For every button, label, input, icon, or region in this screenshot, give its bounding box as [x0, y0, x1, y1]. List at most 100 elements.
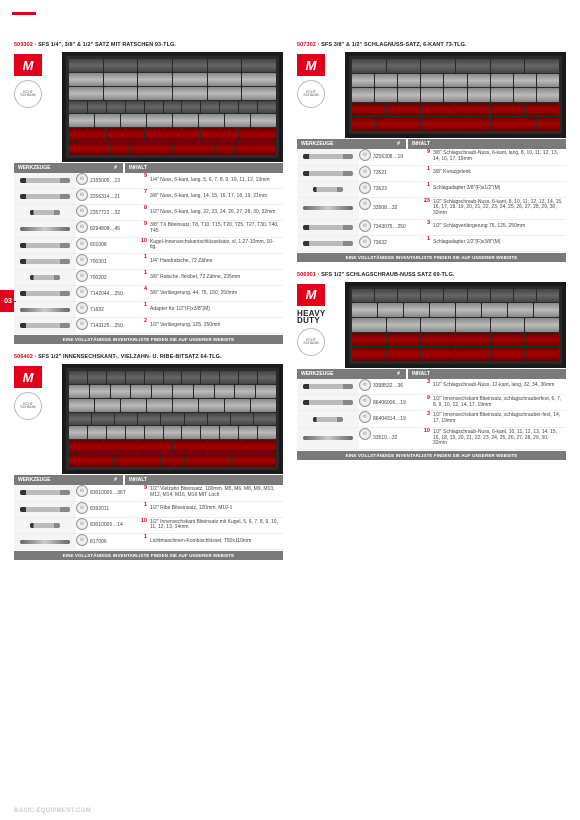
row-desc: Adapter für 1/2"(F)x3/8"(M): [147, 302, 283, 317]
info-dot-icon: ⊙: [76, 221, 88, 233]
row-tool-icon: [14, 238, 76, 254]
row-qty: 9: [135, 485, 147, 501]
row-desc: 1/2" Schlagschraub-Nuss, 12-kant, lang, …: [430, 379, 566, 394]
table-row: ⊙3256308…1993/8" Schlagschraub-Nuss, 6-k…: [297, 149, 566, 166]
row-desc: Kugel-Innensechskantschlüsselsatz, xl, 1…: [147, 238, 283, 254]
table-header: WERKZEUGE#INHALT: [297, 139, 566, 149]
table-row: ⊙33508…32 231/2" Schlagschraub-Nuss, 6-ka…: [297, 198, 566, 220]
row-qty: 1: [135, 302, 147, 317]
row-sku: 8294808…45: [90, 226, 120, 232]
row-tool-icon: [297, 149, 359, 165]
badge-foam: ECHTSCHAUM: [14, 392, 42, 420]
product-block: 506402 · SFS 1/2" INNENSECHSKANT-, VIELZ…: [14, 354, 283, 560]
table-header: WERKZEUGE#INHALT: [297, 369, 566, 379]
row-sku: 83010005…14: [90, 522, 123, 528]
row-tool-icon: [297, 379, 359, 394]
page-footer: BASIC-EQUIPMENT.COM: [14, 808, 91, 814]
row-tool-icon: [14, 286, 76, 301]
inventory-footer: EINE VOLLSTÄNDIGE INVENTARLISTE FINDEN S…: [14, 551, 283, 560]
row-qty: 1: [418, 182, 430, 197]
row-tool-icon: [14, 205, 76, 220]
row-tool-icon: [297, 182, 359, 197]
row-tool-icon: [297, 395, 359, 411]
product-image: [62, 52, 283, 162]
table-header: WERKZEUGE#INHALT: [14, 475, 283, 485]
product-image: [345, 282, 566, 368]
row-desc: 1/2" Schlagschraub-Nuss, 6-kant, 8, 10, …: [430, 198, 566, 219]
table-row: ⊙83010005…14101/2" Innensechskant Bitein…: [14, 518, 283, 535]
row-qty: 3: [418, 411, 430, 427]
table-row: ⊙60100810Kugel-Innensechskantschlüsselsa…: [14, 238, 283, 255]
columns: 509302 · SFS 1/4", 3/8" & 1/2" SATZ MIT …: [14, 42, 566, 570]
row-tool-icon: [14, 518, 76, 534]
row-sku: 86406006…19: [373, 400, 406, 406]
info-dot-icon: ⊙: [359, 395, 371, 407]
table-row: ⊙839201111/2" Ribe Bitseinsatz, 120mm, M…: [14, 502, 283, 518]
row-sku: 71632: [90, 307, 104, 313]
info-dot-icon: ⊙: [76, 189, 88, 201]
row-tool-icon: [14, 270, 76, 285]
row-tool-icon: [297, 198, 359, 219]
info-dot-icon: ⊙: [76, 502, 88, 514]
row-desc: 1/2" Verlängerung, 125, 250mm: [147, 318, 283, 333]
row-qty: 1: [135, 534, 147, 549]
row-sku: 700202: [90, 275, 107, 281]
inventory-footer: EINE VOLLSTÄNDIGE INVENTARLISTE FINDEN S…: [297, 451, 566, 460]
info-dot-icon: ⊙: [359, 198, 371, 210]
row-sku: 2357722…32: [90, 210, 120, 216]
row-qty: 1: [418, 166, 430, 181]
row-desc: 3/8" Kreuzgelenk: [430, 166, 566, 181]
row-desc: 1/2" Ribe Bitseinsatz, 120mm, M10-1: [147, 502, 283, 517]
product-block: 509302 · SFS 1/4", 3/8" & 1/2" SATZ MIT …: [14, 42, 283, 344]
row-desc: 1/4" Nuss, 6-kant, lang, 5, 6, 7, 8, 9, …: [147, 173, 283, 188]
row-tool-icon: [14, 189, 76, 204]
table-row: ⊙2155005…1391/4" Nuss, 6-kant, lang, 5, …: [14, 173, 283, 189]
row-qty: 23: [418, 198, 430, 219]
info-dot-icon: ⊙: [76, 173, 88, 185]
row-desc: 3/8" Ratsche, flexibel, 72 Zähne, 235mm: [147, 270, 283, 285]
row-tool-icon: [297, 220, 359, 235]
info-dot-icon: ⊙: [359, 182, 371, 194]
row-tool-icon: [14, 254, 76, 269]
row-tool-icon: [14, 302, 76, 317]
row-tool-icon: [297, 428, 359, 449]
info-dot-icon: ⊙: [76, 238, 88, 250]
row-sku: 3256308…19: [373, 154, 403, 160]
badge-foam: ECHTSCHAUM: [297, 328, 325, 356]
row-qty: 2: [135, 318, 147, 333]
info-dot-icon: ⊙: [76, 485, 88, 497]
info-dot-icon: ⊙: [359, 411, 371, 423]
table-row: ⊙7143125…25021/2" Verlängerung, 125, 250…: [14, 318, 283, 334]
row-qty: 9: [418, 149, 430, 165]
table-row: ⊙83010005…36T91/2" Vielzahn Biteinsatz, …: [14, 485, 283, 502]
table-row: ⊙70020213/8" Ratsche, flexibel, 72 Zähne…: [14, 270, 283, 286]
row-desc: 3/8" Verlängerung, 44, 75, 150, 250mm: [147, 286, 283, 301]
row-qty: 10: [418, 428, 430, 449]
table-row: ⊙3398532…3631/2" Schlagschraub-Nuss, 12-…: [297, 379, 566, 395]
product-title: 506402 · SFS 1/2" INNENSECHSKANT-, VIELZ…: [14, 354, 283, 360]
row-desc: 1/2" Nuss, 6-kant, lang, 22, 23, 24, 26,…: [147, 205, 283, 220]
row-qty: 1: [135, 254, 147, 269]
row-desc: 1/2" Innensechskant Biteinsatz, schlagsc…: [430, 395, 566, 411]
brand-stripe: [12, 12, 36, 15]
row-desc: 1/2" Schlagverlängerung 75, 125, 250mm: [430, 220, 566, 235]
product-image: [62, 364, 283, 474]
row-desc: 3/8" TX Biteinsatz, T8, T10, T15, T20, T…: [147, 221, 283, 237]
inventory-footer: EINE VOLLSTÄNDIGE INVENTARLISTE FINDEN S…: [297, 253, 566, 262]
table-row: ⊙7343075…25031/2" Schlagverlängerung 75,…: [297, 220, 566, 236]
product-block: 506901 · SFS 1/2" SCHLAGSCHRAUB-NUSS SAT…: [297, 272, 566, 460]
row-qty: 8: [135, 205, 147, 220]
table-row: ⊙8170061Lichtmaschinen-Kombischlüssel, T…: [14, 534, 283, 550]
table-row: ⊙7352113/8" Kreuzgelenk: [297, 166, 566, 182]
row-qty: 9: [418, 395, 430, 411]
row-desc: 1/2" Innensechskant Biteinsatz, schlagsc…: [430, 411, 566, 427]
row-qty: 3: [418, 220, 430, 235]
row-sku: 33508…32: [373, 205, 397, 211]
row-tool-icon: [14, 534, 76, 549]
badge-foam: ECHTSCHAUM: [14, 80, 42, 108]
table-row: ⊙736321Schlagadapter 1/2"(F)x3/8"(M): [297, 236, 566, 252]
row-desc: 3/8" Schlagschraub-Nuss, 6-kant, lang, 8…: [430, 149, 566, 165]
row-desc: 1/2" Schlagschraub-Nuss, 6-kant, 10, 11,…: [430, 428, 566, 449]
row-sku: 700301: [90, 259, 107, 265]
row-sku: 2155005…13: [90, 178, 120, 184]
